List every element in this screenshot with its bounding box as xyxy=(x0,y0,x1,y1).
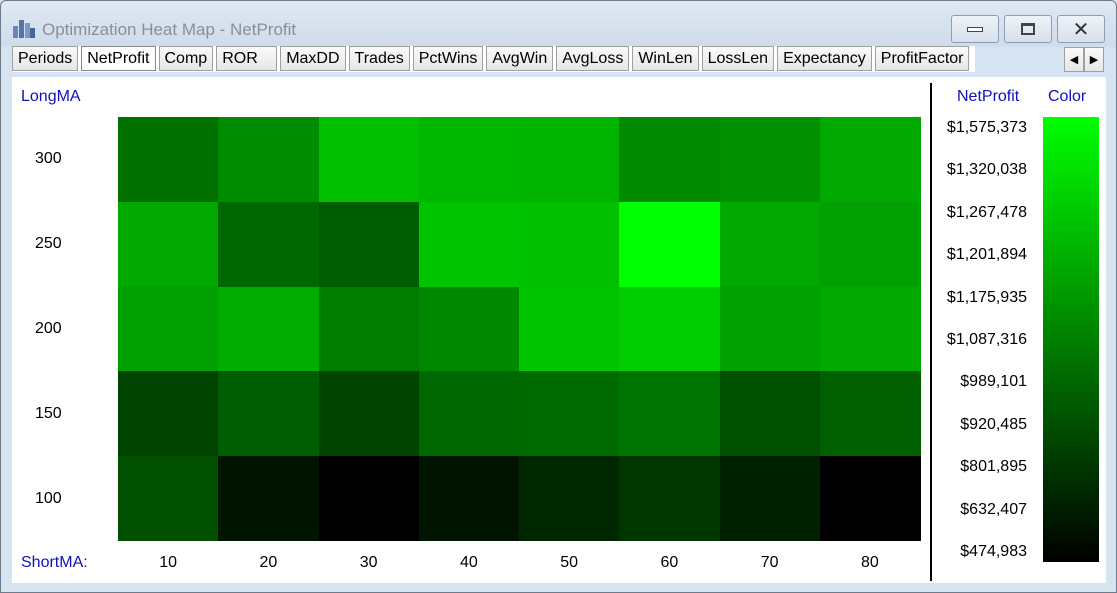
tab-losslen[interactable]: LossLen xyxy=(701,46,775,71)
heatmap-cell[interactable] xyxy=(519,456,620,542)
heatmap-cell[interactable] xyxy=(318,117,420,203)
heatmap-cell[interactable] xyxy=(519,201,620,288)
legend-value: $632,407 xyxy=(960,500,1027,518)
legend-value: $989,101 xyxy=(960,373,1027,391)
app-chart-icon xyxy=(13,20,35,38)
window-title: Optimization Heat Map - NetProfit xyxy=(42,20,297,39)
heatmap-cell[interactable] xyxy=(418,201,520,288)
legend-value: $474,983 xyxy=(960,543,1027,560)
heatmap-cell[interactable] xyxy=(118,371,219,457)
maximize-icon xyxy=(1021,23,1035,35)
heatmap-cell[interactable] xyxy=(719,286,821,372)
row-label: 100 xyxy=(35,489,62,507)
heatmap-cell[interactable] xyxy=(619,201,720,288)
tab-maxdd[interactable]: MaxDD xyxy=(280,46,346,71)
heatmap-cell[interactable] xyxy=(318,201,420,288)
heatmap-cell[interactable] xyxy=(218,371,319,457)
heatmap-cell[interactable] xyxy=(418,371,520,457)
legend-value: $1,267,478 xyxy=(946,203,1027,221)
heatmap-cell[interactable] xyxy=(519,371,620,457)
heatmap-cell[interactable] xyxy=(418,286,520,372)
scroll-left-button[interactable]: ◀ xyxy=(1064,47,1084,72)
heatmap-cell[interactable] xyxy=(118,117,219,203)
column-label: 50 xyxy=(560,554,579,571)
x-axis-label: ShortMA: xyxy=(21,554,88,571)
tab-winlen[interactable]: WinLen xyxy=(632,46,699,71)
heatmap-cell[interactable] xyxy=(619,286,720,372)
column-label: 30 xyxy=(359,554,378,571)
scroll-right-button[interactable]: ▶ xyxy=(1084,47,1104,72)
column-label: 20 xyxy=(259,554,278,571)
heatmap-cell[interactable] xyxy=(519,117,620,203)
tab-comp[interactable]: Comp xyxy=(158,46,214,71)
legend-value: $1,175,935 xyxy=(946,288,1027,306)
heatmap-cell[interactable] xyxy=(819,456,921,542)
minimize-button[interactable] xyxy=(951,15,999,43)
heatmap-cell[interactable] xyxy=(719,201,821,288)
column-label: 80 xyxy=(860,554,879,571)
tab-avgwin[interactable]: AvgWin xyxy=(486,46,554,71)
heatmap-cell[interactable] xyxy=(118,456,219,542)
row-label: 300 xyxy=(35,150,62,168)
legend-value: $1,575,373 xyxy=(946,119,1027,136)
row-label: 200 xyxy=(35,320,62,337)
heatmap-cell[interactable] xyxy=(719,456,821,542)
heatmap-cell[interactable] xyxy=(719,371,821,457)
heatmap-cell[interactable] xyxy=(218,201,319,288)
heatmap-cell[interactable] xyxy=(218,286,319,372)
column-label: 40 xyxy=(459,554,478,571)
tab-expectancy[interactable]: Expectancy xyxy=(777,46,872,71)
tab-trades[interactable]: Trades xyxy=(348,46,410,71)
maximize-button[interactable] xyxy=(1004,15,1052,43)
heatmap-cell[interactable] xyxy=(418,117,520,203)
tab-pctwins[interactable]: PctWins xyxy=(412,46,484,71)
legend-value: $1,201,894 xyxy=(946,246,1027,264)
column-label: 70 xyxy=(760,554,779,571)
row-label: 250 xyxy=(35,235,62,253)
minimize-icon xyxy=(967,26,983,32)
heatmap-cell[interactable] xyxy=(819,286,921,372)
heatmap-cell[interactable] xyxy=(819,201,921,288)
heatmap-cell[interactable] xyxy=(318,286,420,372)
tab-profitfactor[interactable]: ProfitFactor xyxy=(874,46,970,71)
heatmap-cell[interactable] xyxy=(418,456,520,542)
tab-scroll: ◀ ▶ xyxy=(1064,47,1104,72)
heatmap-cell[interactable] xyxy=(619,371,720,457)
color-scale-bar xyxy=(1043,117,1099,562)
tab-netprofit[interactable]: NetProfit xyxy=(81,46,156,71)
divider xyxy=(930,83,932,581)
heatmap-cell[interactable] xyxy=(118,286,219,372)
tab-periods[interactable]: Periods xyxy=(12,46,79,71)
heatmap-cell[interactable] xyxy=(719,117,821,203)
tab-avgloss[interactable]: AvgLoss xyxy=(556,46,630,71)
heatmap-cell[interactable] xyxy=(819,371,921,457)
legend-value-header: NetProfit xyxy=(957,88,1020,105)
legend-value: $1,320,038 xyxy=(946,161,1027,179)
heatmap-cell[interactable] xyxy=(619,456,720,542)
close-button[interactable]: ✕ xyxy=(1057,15,1105,43)
close-icon: ✕ xyxy=(1072,18,1090,41)
heatmap-cell[interactable] xyxy=(819,117,921,203)
tab-bar: Periods NetProfit Comp ROR MaxDD Trades PctWin… xyxy=(12,46,976,72)
row-label: 150 xyxy=(35,404,62,422)
tab-ror[interactable]: ROR xyxy=(216,46,278,71)
legend-value: $920,485 xyxy=(960,415,1027,433)
legend-value: $1,087,316 xyxy=(946,331,1027,348)
heatmap-cell[interactable] xyxy=(519,286,620,372)
legend-value: $801,895 xyxy=(960,458,1027,476)
legend-color-header: Color xyxy=(1048,88,1087,105)
column-label: 60 xyxy=(660,554,679,571)
arrow-left-icon: ◀ xyxy=(1069,54,1079,66)
heatmap-cell[interactable] xyxy=(318,371,420,457)
heatmap-cell[interactable] xyxy=(118,201,219,288)
heatmap-cell[interactable] xyxy=(318,456,420,542)
arrow-right-icon: ▶ xyxy=(1089,54,1099,66)
y-axis-label: LongMA xyxy=(21,88,81,105)
heatmap-cell[interactable] xyxy=(218,117,319,203)
column-label: 10 xyxy=(159,554,178,571)
heatmap-cell[interactable] xyxy=(619,117,720,203)
heatmap-cell[interactable] xyxy=(218,456,319,542)
